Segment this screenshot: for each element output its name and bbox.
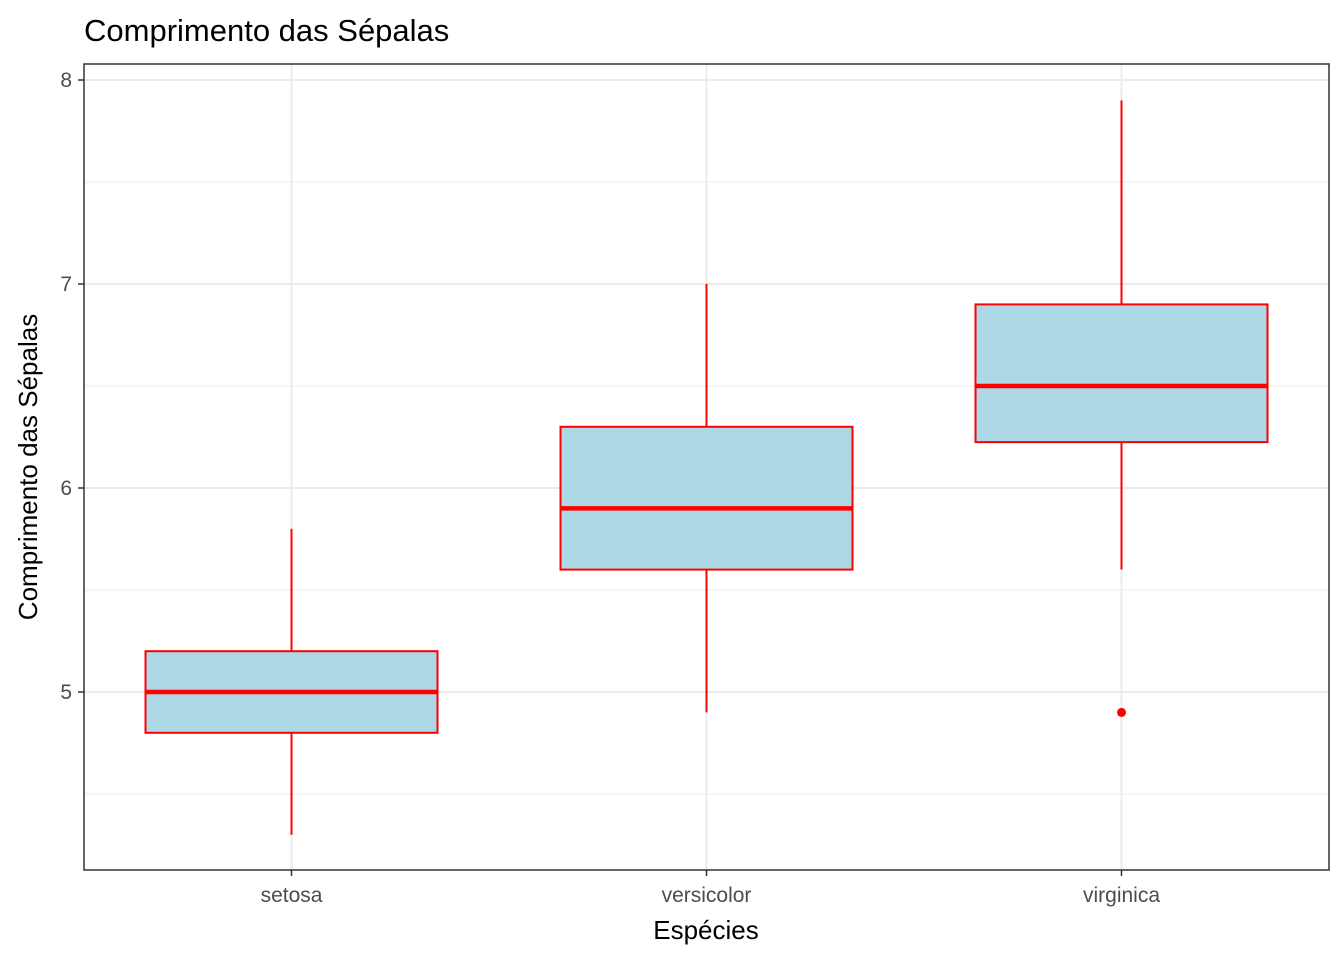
y-tick-label: 7 [60,273,72,296]
outlier-point [1117,707,1126,717]
x-axis-title: Espécies [653,915,759,945]
box-series [144,100,1269,835]
y-tick-label: 5 [60,681,72,704]
chart-title: Comprimento das Sépalas [84,13,449,48]
x-tick-label: versicolor [662,884,752,907]
iqr-box [559,425,854,571]
y-tick-label: 8 [60,69,72,92]
axes: 5 6 7 8 setosa versicolor virginica [60,69,1160,907]
x-tick-label: setosa [261,884,323,907]
box-virginica [974,100,1269,717]
box-setosa [144,528,439,835]
y-tick-label: 6 [60,477,72,500]
x-tick-label: virginica [1083,884,1160,907]
box-versicolor [559,284,854,713]
iqr-box [974,303,1269,444]
y-axis-title: Comprimento das Sépalas [13,314,43,620]
